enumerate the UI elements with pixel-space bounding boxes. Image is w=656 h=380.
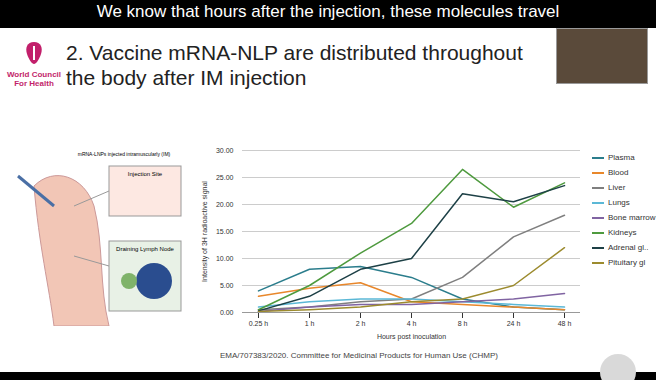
- html-text:Blood: Blood: [608, 168, 629, 177]
- html-text:Plasma: Plasma: [608, 153, 635, 162]
- svg-text:24 h: 24 h: [507, 320, 521, 327]
- svg-text:10.00: 10.00: [216, 255, 234, 262]
- svg-text:0.00: 0.00: [220, 309, 234, 316]
- html-text:Kidneys: Kidneys: [608, 228, 637, 237]
- svg-text:Draining Lymph Node: Draining Lymph Node: [116, 246, 174, 252]
- svg-text:4 h: 4 h: [407, 320, 417, 327]
- svg-text:Hours post inoculation: Hours post inoculation: [377, 333, 446, 341]
- html-text:World Council For Health: World Council For Health: [7, 70, 61, 88]
- html-text:Bone marrow: Bone marrow: [608, 213, 656, 222]
- svg-text:30.00: 30.00: [216, 147, 234, 154]
- svg-text:mRNA-LNPs injected intramuscul: mRNA-LNPs injected intramuscularly (IM): [78, 151, 171, 157]
- svg-text:1 h: 1 h: [305, 320, 315, 327]
- html-text:Liver: Liver: [608, 183, 626, 192]
- svg-text:25.00: 25.00: [216, 174, 234, 181]
- svg-text:15.00: 15.00: [216, 228, 234, 235]
- svg-text:0.25 h: 0.25 h: [249, 320, 269, 327]
- html-text:Pituitary gl: Pituitary gl: [608, 258, 646, 267]
- svg-text:5.00: 5.00: [220, 282, 234, 289]
- svg-text:2 h: 2 h: [356, 320, 366, 327]
- html-text:Lungs: Lungs: [608, 198, 630, 207]
- html-text:EMA/707383/2020. Committee for: EMA/707383/2020. Committee for Medicinal…: [220, 351, 498, 360]
- svg-text:Intensity of 3H radioactive si: Intensity of 3H radioactive signal: [201, 181, 209, 282]
- svg-text:Injection Site: Injection Site: [128, 171, 163, 177]
- svg-text:8 h: 8 h: [458, 320, 468, 327]
- html-text:2. Vaccine mRNA-NLP are distri: 2. Vaccine mRNA-NLP are distributed thro…: [66, 41, 523, 89]
- svg-text:20.00: 20.00: [216, 201, 234, 208]
- html-text:Adrenal gl..: Adrenal gl..: [608, 243, 649, 252]
- html-text:We know that hours after the i: We know that hours after the injection, …: [96, 2, 560, 21]
- svg-text:48 h: 48 h: [558, 320, 572, 327]
